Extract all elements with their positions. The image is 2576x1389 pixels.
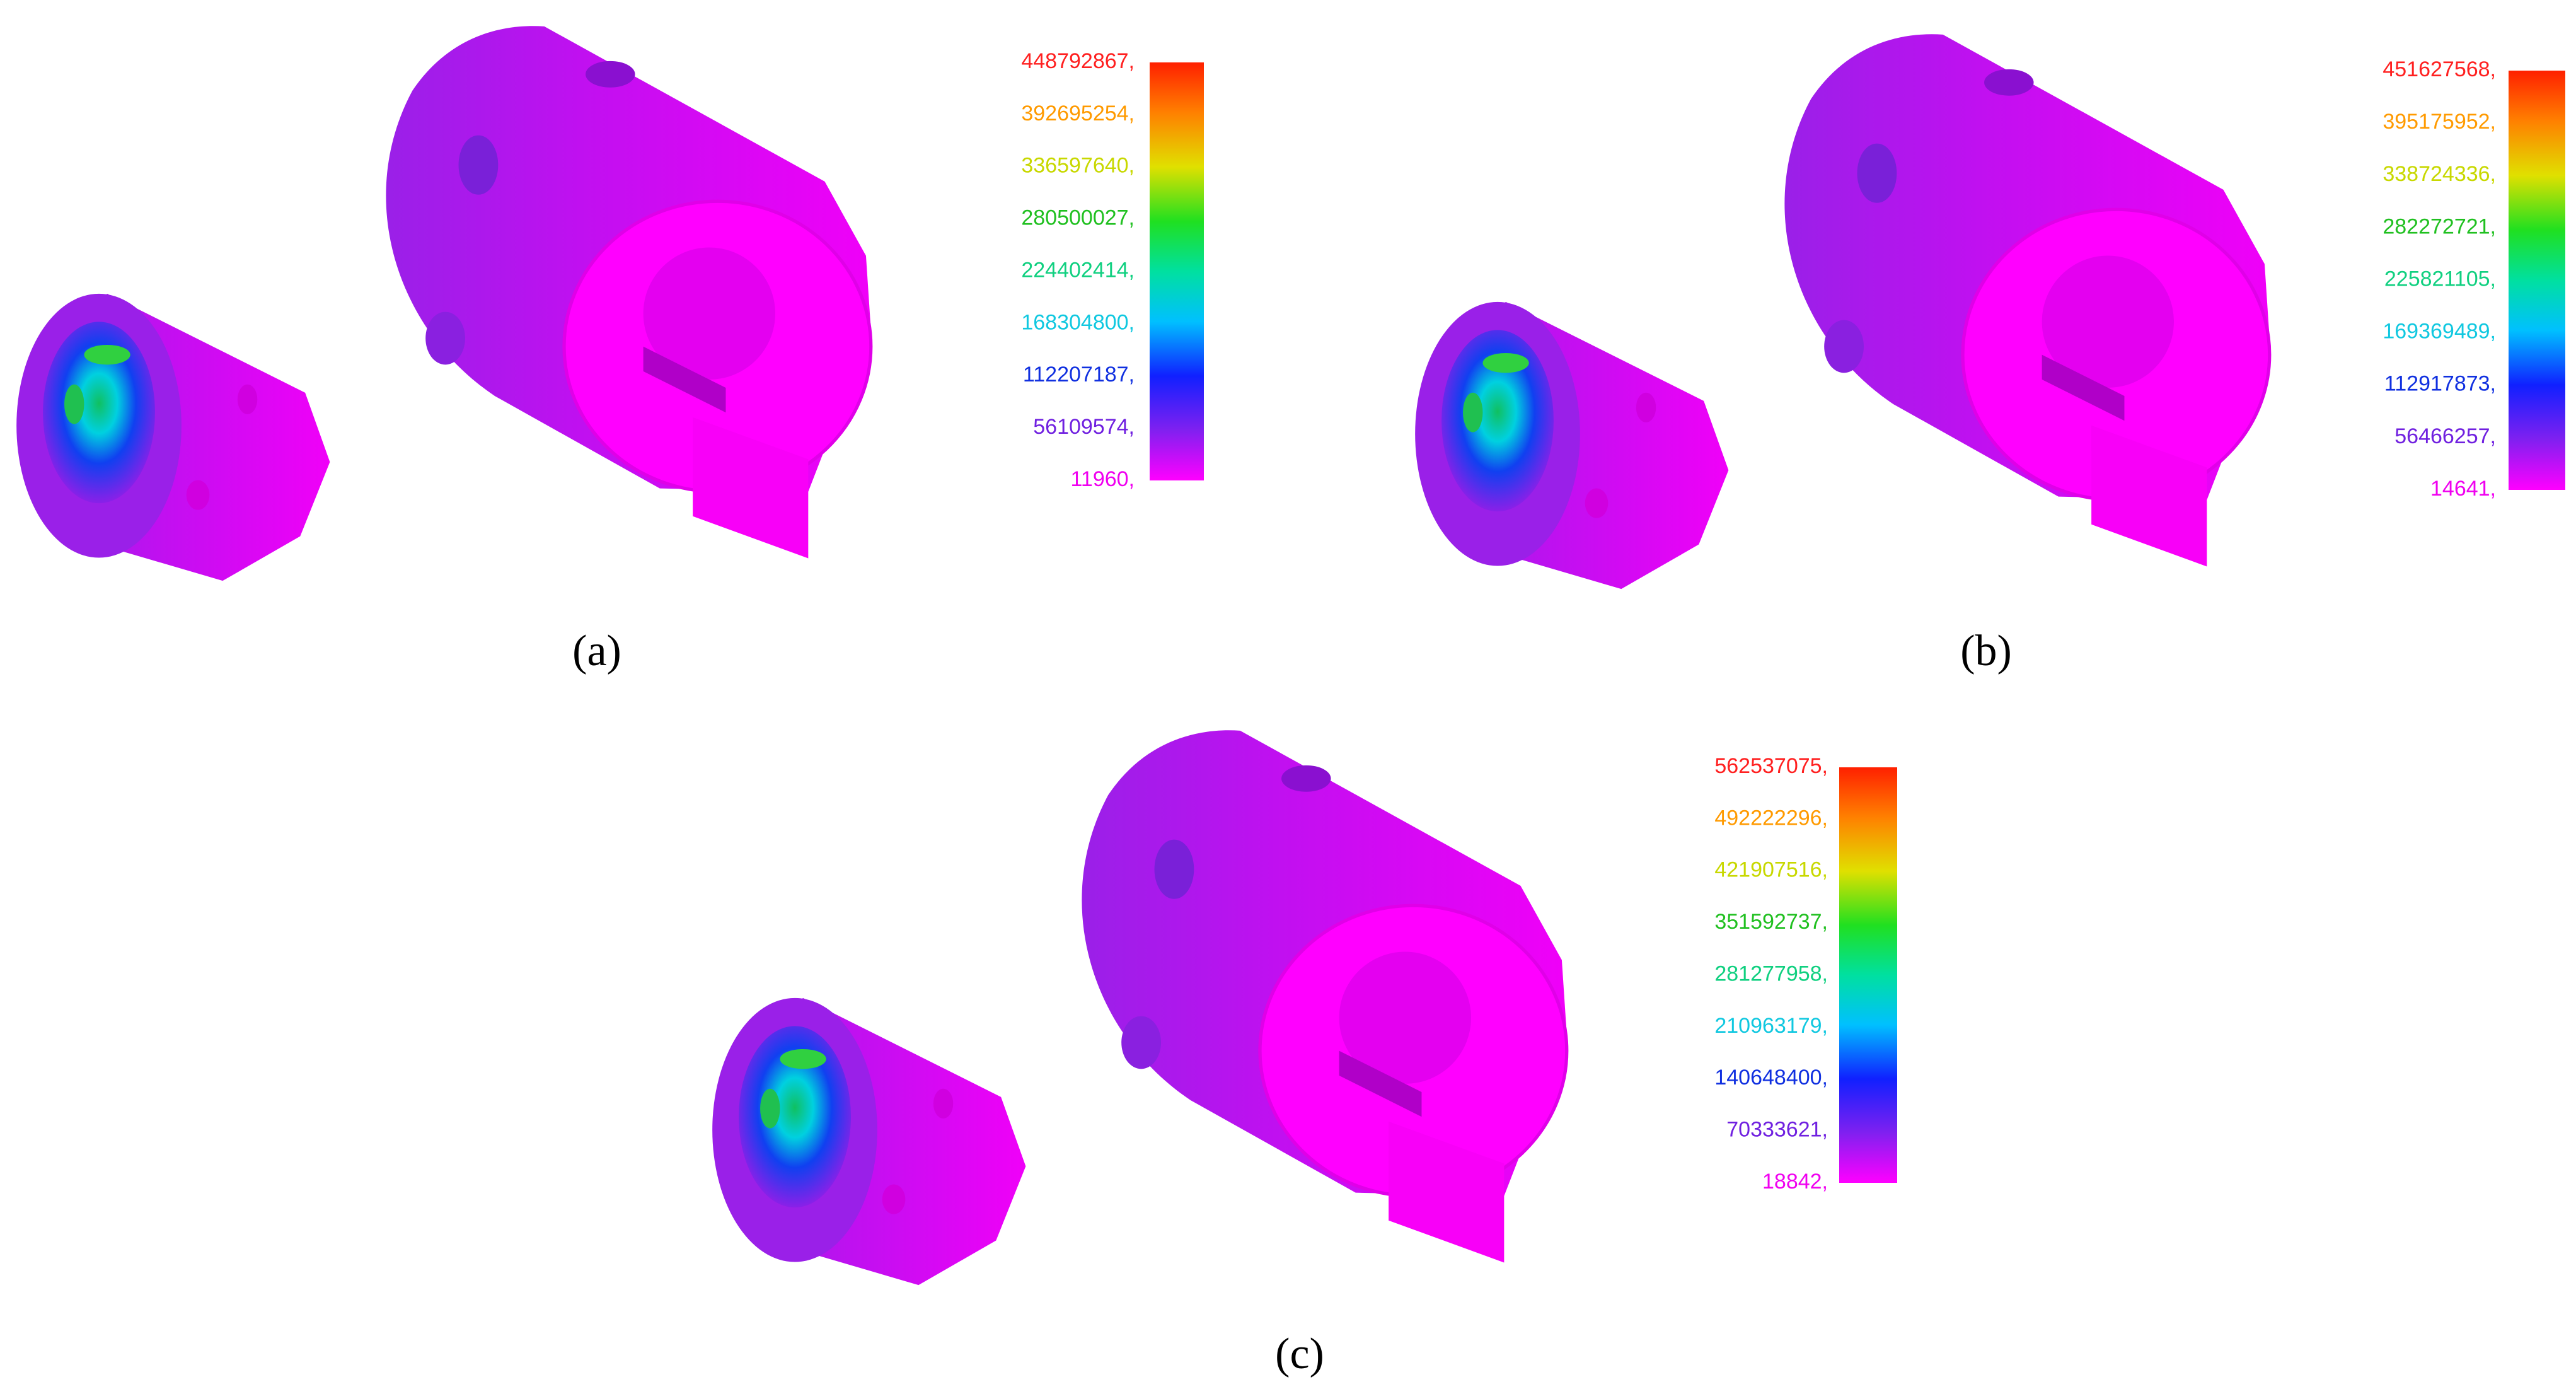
fea-render xyxy=(16,26,871,581)
legend-label: 448792867, xyxy=(1021,49,1135,73)
legend-label: 224402414, xyxy=(1021,258,1135,282)
legend-label: 395175952, xyxy=(2383,110,2496,134)
legend-label: 168304800, xyxy=(1021,310,1135,334)
legend-label: 336597640, xyxy=(1021,154,1135,178)
legend-label: 280500027, xyxy=(1021,206,1135,230)
fea-render xyxy=(1415,34,2270,589)
legend-label: 112207187, xyxy=(1023,363,1135,386)
legend-label: 282272721, xyxy=(2383,214,2496,238)
legend-label: 14641, xyxy=(2430,477,2496,501)
legend-label: 562537075, xyxy=(1714,754,1828,778)
fea-render xyxy=(712,730,1567,1285)
legend-label: 11960, xyxy=(1071,467,1135,491)
colorbar xyxy=(1839,767,1897,1183)
legend-label: 351592737, xyxy=(1714,910,1828,934)
panel-caption: (c) xyxy=(1275,1330,1324,1378)
legend-label: 392695254, xyxy=(1021,102,1135,125)
legend-label: 210963179, xyxy=(1714,1014,1828,1038)
legend-label: 338724336, xyxy=(2383,162,2496,186)
legend-label: 56466257, xyxy=(2394,424,2496,448)
legend-label: 112917873, xyxy=(2384,372,2496,396)
legend-label: 492222296, xyxy=(1714,806,1828,830)
legend-label: 421907516, xyxy=(1714,858,1828,882)
panel-caption: (b) xyxy=(1960,627,2012,675)
colorbar xyxy=(2509,71,2565,490)
legend-label: 281277958, xyxy=(1714,962,1828,985)
legend-label: 70333621, xyxy=(1726,1118,1828,1142)
legend-label: 56109574, xyxy=(1033,415,1135,439)
legend-label: 451627568, xyxy=(2383,57,2496,81)
panel-caption: (a) xyxy=(572,627,621,675)
legend-label: 18842, xyxy=(1762,1170,1828,1194)
legend-label: 225821105, xyxy=(2384,267,2496,291)
legend-label: 140648400, xyxy=(1714,1066,1828,1090)
colorbar xyxy=(1150,62,1204,480)
legend-label: 169369489, xyxy=(2383,320,2496,344)
